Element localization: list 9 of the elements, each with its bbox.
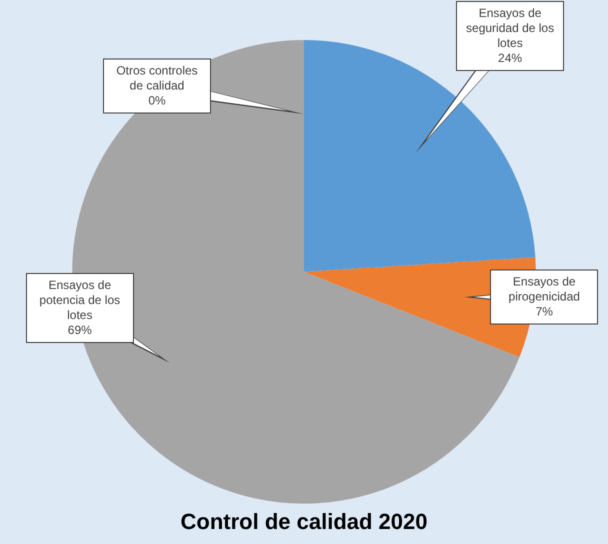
text: Control de calidad 2020 (180, 508, 428, 534)
data-label: 24% (497, 50, 524, 66)
slice-label: Ensayos de seguridad de los lotes (465, 6, 556, 51)
category-label: Otros controles de calidad (116, 64, 198, 93)
data-label: 7% (534, 304, 554, 320)
text: 0% (148, 94, 166, 108)
slice-label: Ensayos de potencia de los lotes (38, 278, 122, 323)
data-label: 69% (66, 323, 93, 338)
slice-label: Ensayos de pirogenicidad (508, 274, 581, 305)
